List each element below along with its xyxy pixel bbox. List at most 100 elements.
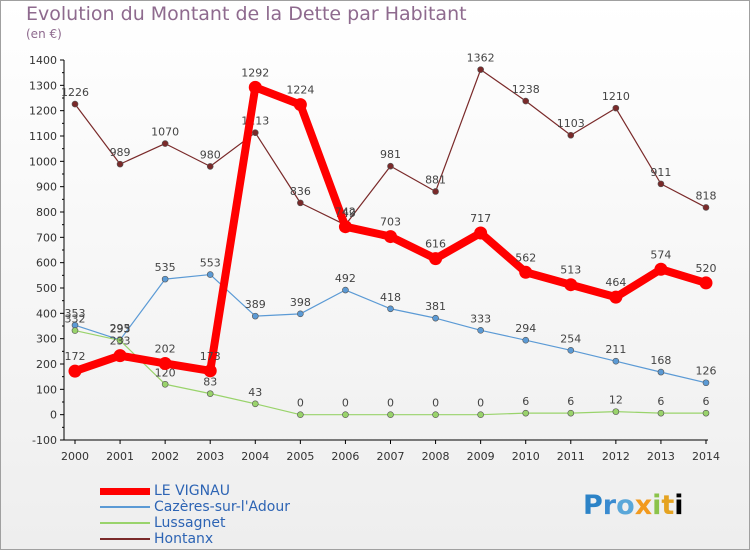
data-point	[251, 129, 259, 137]
data-point	[161, 380, 169, 388]
data-point	[342, 411, 349, 418]
data-point	[477, 327, 484, 334]
data-label: 202	[155, 342, 176, 355]
data-point	[203, 364, 217, 378]
data-label: 294	[515, 322, 536, 335]
y-tick-label: 500	[36, 282, 57, 295]
x-tick-label: 2012	[602, 450, 630, 463]
data-label: 742	[335, 206, 356, 219]
x-tick-label: 2000	[61, 450, 89, 463]
data-label: 562	[515, 251, 536, 264]
data-label: 881	[425, 173, 446, 186]
data-point	[522, 97, 530, 105]
data-label: 353	[65, 307, 86, 320]
data-point	[158, 356, 172, 370]
data-label: 980	[200, 148, 221, 161]
data-point	[161, 140, 169, 147]
data-label: 332	[65, 313, 86, 326]
data-label: 0	[297, 397, 304, 410]
data-point	[206, 390, 214, 397]
data-point	[387, 411, 394, 418]
x-tick-label: 2007	[377, 450, 405, 463]
legend-label: Cazères-sur-l'Adour	[154, 499, 290, 515]
x-tick-label: 2014	[692, 450, 720, 463]
data-label: 1226	[61, 86, 89, 99]
data-label: 211	[605, 343, 626, 356]
data-label: 6	[522, 395, 529, 408]
data-point	[564, 278, 578, 292]
data-point	[432, 188, 439, 195]
data-label: 83	[203, 376, 217, 389]
data-label: 464	[605, 276, 626, 289]
legend-swatch	[100, 487, 150, 495]
data-label: 389	[245, 298, 266, 311]
proxiti-logo: Proxiti	[583, 490, 684, 521]
data-point	[519, 265, 533, 279]
data-point	[612, 357, 620, 365]
data-label: 1210	[602, 90, 630, 103]
legend-label: LE VIGNAU	[154, 483, 230, 499]
data-label: 120	[155, 366, 176, 379]
data-point	[251, 400, 259, 408]
y-tick-label: 900	[36, 181, 57, 194]
data-label: 418	[380, 291, 401, 304]
data-point	[657, 409, 665, 417]
y-tick-label: 800	[36, 206, 57, 219]
data-point	[387, 305, 394, 313]
data-label: 836	[290, 185, 311, 198]
data-label: 398	[290, 296, 311, 309]
data-point	[297, 310, 304, 318]
data-point	[293, 98, 307, 112]
data-label: 12	[609, 394, 623, 407]
data-label: 295	[110, 322, 131, 335]
legend-swatch	[100, 538, 150, 540]
data-label: 717	[470, 212, 491, 225]
x-tick-label: 2001	[106, 450, 134, 463]
data-label: 172	[65, 350, 86, 363]
data-label: 703	[380, 216, 401, 229]
x-tick-label: 2011	[557, 450, 585, 463]
data-point	[702, 379, 710, 387]
data-point	[432, 314, 439, 322]
data-point	[609, 290, 623, 304]
legend-swatch	[100, 522, 150, 524]
x-tick-label: 2003	[196, 450, 224, 463]
x-tick-label: 2010	[512, 450, 540, 463]
data-point	[116, 160, 124, 168]
data-point	[387, 162, 394, 170]
data-point	[248, 80, 262, 94]
data-point	[702, 409, 710, 417]
data-point	[567, 347, 575, 354]
data-label: 911	[650, 166, 671, 179]
chart-subtitle: (en €)	[26, 27, 62, 41]
data-point	[161, 275, 169, 283]
data-point	[522, 409, 530, 417]
data-label: 43	[248, 386, 262, 399]
y-tick-label: 1100	[29, 130, 57, 143]
data-point	[384, 230, 397, 244]
data-point	[432, 411, 439, 418]
data-label: 492	[335, 272, 356, 285]
data-label: 0	[432, 397, 439, 410]
data-point	[474, 226, 488, 240]
y-tick-label: 1000	[29, 155, 57, 168]
data-label: 1238	[512, 83, 540, 96]
data-point	[342, 286, 349, 294]
data-label: 981	[380, 148, 401, 161]
y-tick-label: 400	[36, 307, 57, 320]
data-label: 1070	[151, 126, 179, 139]
y-tick-label: -100	[32, 434, 57, 447]
y-tick-label: 300	[36, 333, 57, 346]
data-label: 1103	[557, 117, 585, 130]
x-tick-label: 2009	[467, 450, 495, 463]
data-point	[251, 312, 259, 320]
data-label: 818	[696, 189, 717, 202]
x-tick-label: 2013	[647, 450, 675, 463]
x-tick-label: 2002	[151, 450, 179, 463]
legend-label: Lussagnet	[154, 515, 226, 531]
x-tick-label: 2005	[286, 450, 314, 463]
chart-title: Evolution du Montant de la Dette par Hab…	[26, 3, 467, 25]
data-point	[68, 364, 82, 378]
data-point	[522, 336, 530, 344]
y-tick-label: 600	[36, 257, 57, 270]
